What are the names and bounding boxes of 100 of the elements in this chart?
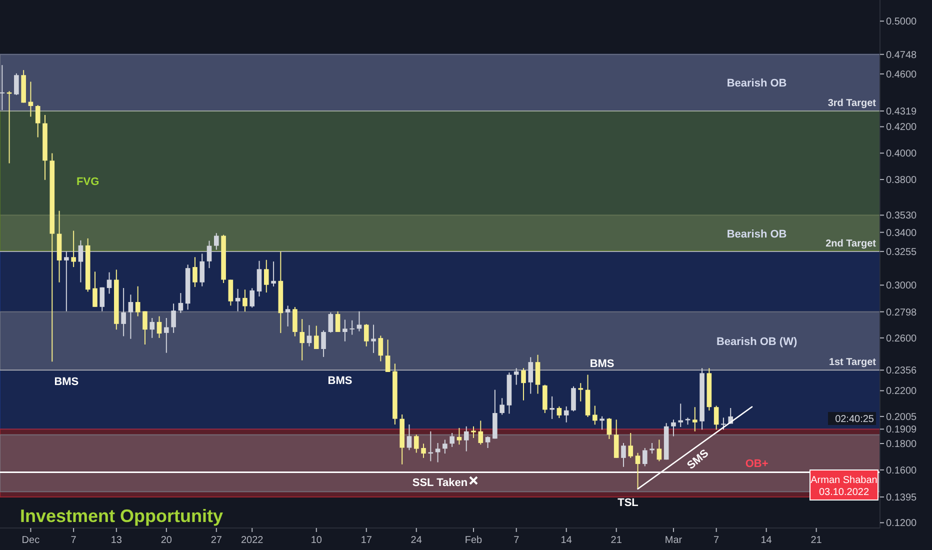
annotation: Arman Shaban: [810, 475, 878, 486]
candlestick: [335, 310, 340, 332]
band-label: FVG: [76, 176, 100, 188]
y-tick-label: 0.1800: [886, 439, 918, 450]
candlestick: [485, 436, 490, 449]
candlestick: [206, 240, 212, 269]
band-label: OB+: [745, 458, 768, 470]
y-tick-label: 0.4600: [886, 69, 918, 80]
y-tick-label: 0.3530: [886, 210, 918, 222]
annotation: BMS: [590, 358, 614, 370]
x-tick-label: 27: [210, 535, 222, 546]
candlestick: [471, 426, 476, 438]
candlestick: [450, 432, 454, 448]
candlestick: [292, 306, 298, 337]
candlestick: [478, 420, 484, 446]
candlestick: [650, 442, 654, 454]
x-tick-label: 7: [714, 535, 720, 546]
candlestick: [356, 310, 362, 332]
candlestick: [628, 432, 634, 458]
candlestick: [556, 406, 562, 419]
candlestick: [242, 289, 248, 312]
candlestick: [314, 325, 319, 350]
annotation: SSL Taken: [412, 477, 468, 489]
candlestick: [100, 286, 105, 312]
candlestick: [550, 396, 554, 420]
candlestick: [178, 292, 184, 314]
candlestick: [106, 272, 112, 294]
candlestick: [35, 104, 40, 138]
candlestick: [378, 335, 384, 362]
band-label: Bearish OB (W): [716, 336, 798, 348]
candlestick: [456, 427, 462, 446]
candlestick: [150, 317, 155, 338]
candlestick: [428, 430, 434, 462]
candlestick: [328, 312, 334, 334]
candlestick: [250, 288, 255, 308]
candlestick: [600, 416, 604, 430]
candlestick: [592, 405, 598, 426]
candlestick: [606, 418, 612, 440]
candlestick: [535, 354, 540, 394]
y-tick-label: 0.5000: [886, 16, 918, 28]
candlestick: [635, 452, 640, 490]
y-tick-label: 0.1395: [886, 492, 918, 504]
candlestick: [721, 417, 726, 430]
candlestick: [714, 405, 719, 430]
x-tick-label: Mar: [664, 535, 683, 546]
candlestick: [464, 426, 469, 452]
candlestick: [285, 305, 290, 327]
candlestick: [371, 324, 376, 354]
candlestick: [414, 434, 419, 454]
x-tick-label: 13: [110, 535, 122, 546]
x-tick-label: Feb: [464, 535, 483, 546]
x-tick-label: 17: [360, 535, 372, 546]
candlestick: [321, 330, 326, 358]
candlestick: [64, 250, 69, 312]
x-tick-label: 14: [760, 535, 772, 546]
candlestick: [621, 442, 626, 468]
candlestick: [364, 324, 369, 347]
ref-line-label: 3rd Target: [828, 98, 877, 110]
annotation: 02:40:25: [835, 414, 874, 425]
y-tick-label: 0.2200: [886, 386, 918, 398]
candlestick: [200, 253, 205, 287]
candlestick: [171, 303, 176, 334]
candlestick: [406, 424, 412, 451]
candlestick: [306, 324, 312, 347]
candlestick: [128, 294, 134, 340]
candlestick: [564, 406, 569, 423]
candlestick: [192, 256, 198, 288]
candlestick: [656, 439, 662, 462]
candlestick: [528, 356, 534, 394]
y-tick-label: 0.1200: [886, 518, 918, 530]
candlestick: [342, 319, 348, 342]
candlestick: [135, 286, 140, 317]
candlestick: [142, 310, 148, 346]
ref-line-label: 1st Target: [828, 357, 877, 368]
candlestick: [78, 240, 84, 283]
x-tick-label: 21: [610, 535, 622, 546]
y-tick-label: 0.2600: [886, 333, 918, 344]
y-tick-label: 0.1600: [886, 465, 918, 476]
y-tick-label: 0.1909: [886, 424, 918, 436]
y-tick-label: 0.4000: [886, 148, 918, 160]
candlestick: [92, 271, 98, 308]
annotation: BMS: [328, 375, 352, 387]
x-tick-label: 7: [70, 535, 77, 546]
y-tick-label: 0.4748: [886, 50, 918, 61]
x-tick-label: 14: [560, 535, 572, 546]
y-tick-label: 0.2356: [886, 366, 918, 377]
candlestick: [121, 288, 126, 337]
candlestick: [692, 406, 698, 432]
ref-line-label: 2nd Target: [826, 238, 877, 250]
band-label: Bearish OB: [726, 78, 787, 90]
candlestick: [578, 382, 584, 402]
annotation: TSL: [618, 497, 639, 509]
y-tick-label: 0.2798: [886, 307, 918, 318]
x-tick-label: 10: [310, 535, 322, 546]
candlestick: [156, 316, 162, 338]
candlestick: [500, 398, 504, 416]
candlestick: [642, 448, 648, 467]
x-tick-label: 24: [410, 535, 422, 546]
annotation: 03.10.2022: [818, 487, 870, 498]
candlestick: [228, 279, 234, 306]
